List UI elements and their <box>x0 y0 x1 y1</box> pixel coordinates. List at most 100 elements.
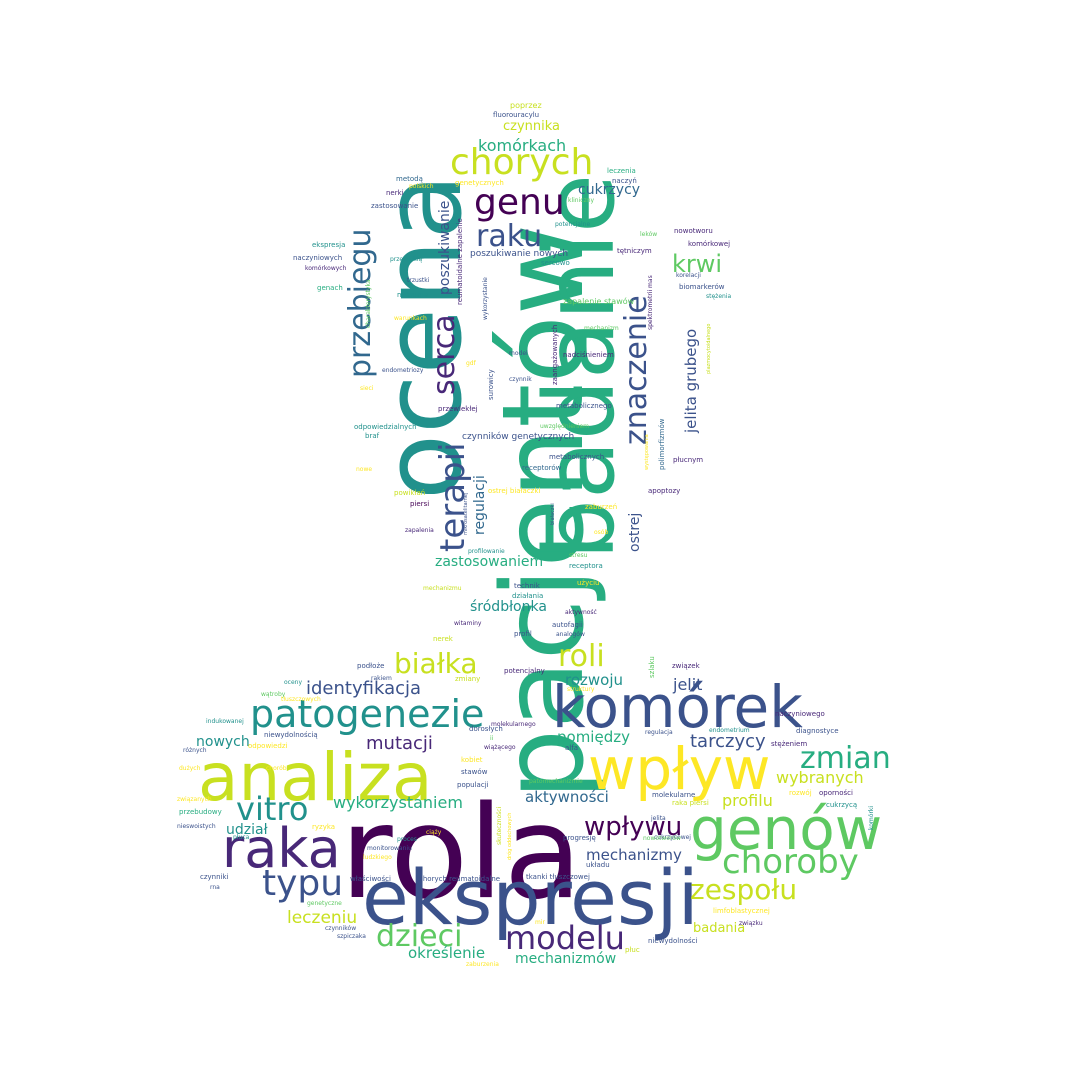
word-polimorfizmow: polimorfizmów <box>658 418 666 470</box>
word-apoptozy: apoptozy <box>648 487 681 495</box>
word-charakterystyka: charakterystyka <box>365 279 372 328</box>
word-potencjalne: potencjalne <box>555 221 591 228</box>
word-stezeniem: stężeniem <box>771 740 808 748</box>
word-krwi: krwi <box>672 250 723 278</box>
word-zastosowaniem: zastosowaniem <box>435 554 544 570</box>
word-biomarkerow: biomarkerów <box>679 283 725 291</box>
word-surowicy: surowicy <box>487 369 495 400</box>
word-raka-piersi: raka piersi <box>672 799 709 807</box>
word-lekow: leków <box>640 231 658 238</box>
word-stresu: stresu <box>569 552 588 559</box>
word-srodblonka: śródbłonka <box>470 599 547 615</box>
word-cukrzycowej: cukrzycowej <box>654 834 691 841</box>
word-czynnik: czynnik <box>509 376 532 383</box>
word-chorych: chorych <box>450 142 594 183</box>
word-poszukiwanie-nowych: poszukiwanie nowych <box>470 249 569 259</box>
word-chorob: chorób <box>266 765 287 772</box>
word-analogow: analogów <box>556 631 585 638</box>
word-okreslenie: określenie <box>408 944 486 962</box>
word-niewydolnoscia: niewydolnością <box>264 731 318 739</box>
word-komorkach: komórkach <box>478 136 567 155</box>
word-trzustki: trzustki <box>407 277 430 284</box>
word-profil: profil <box>514 630 532 638</box>
word-mikrosatelitarnej: mikrosatelitarnej <box>463 492 469 535</box>
word-opornosci: oporności <box>819 789 853 797</box>
word-udzial: udział <box>226 822 268 838</box>
word-nowe: nowe <box>356 466 373 473</box>
word-pluc: płuc <box>625 946 640 954</box>
word-szlaku: szlaku <box>648 656 656 678</box>
word-nowotworu: nowotworu <box>674 227 713 235</box>
word-przebudowy: przebudowy <box>179 808 222 816</box>
word-zmiany: zmiany <box>455 675 481 683</box>
word-molekularnego: molekularnego <box>491 721 536 728</box>
word-pluca: płuca <box>233 834 250 841</box>
word-tluszczowych: tłuszczowych <box>281 696 321 703</box>
word-reumatoidalne-zapalenie: reumatoidalne zapalenie <box>456 218 464 305</box>
word-watroby: wątroby <box>261 691 286 698</box>
word-dzieci: dzieci <box>376 919 463 954</box>
word-mir: mir <box>535 919 545 926</box>
word-drog-oddechowych: dróg oddechowych <box>507 812 513 860</box>
word-proces: proces <box>397 836 417 843</box>
word-polskich: polskich <box>409 183 434 190</box>
word-komorek: komórek <box>552 673 803 741</box>
word-duzych: dużych <box>179 765 201 772</box>
word-nowotworow: nowotworów <box>643 835 681 842</box>
word-genach: genach <box>317 284 343 292</box>
word-zespolu: zespołu <box>690 873 798 906</box>
word-ostrej-bialaczki: ostrej białaczki <box>488 487 541 495</box>
word-typu: typu <box>262 863 344 904</box>
word-ludzkiego: ludzkiego <box>363 854 392 861</box>
word-ekspresja: ekspresja <box>312 241 346 249</box>
word-endometriozy: endometriozy <box>382 367 424 374</box>
word-identyfikacja: identyfikacja <box>306 678 422 699</box>
word-przewlekla: przewlekłą <box>390 256 423 263</box>
word-spektrometrii-mas: spektrometrii mas <box>647 275 654 330</box>
word-molekularne: molekularne <box>652 791 696 799</box>
word-profilowanie: profilowanie <box>468 548 505 555</box>
word-czynnika: czynnika <box>503 119 561 134</box>
word-mechanizmu: mechanizmu <box>423 585 462 592</box>
word-wystepowania: występowania <box>644 434 650 470</box>
word-wykorzystaniem: wykorzystaniem <box>333 793 463 812</box>
word-rozwoj: rozwój <box>789 789 812 797</box>
word-odpowiedzi: odpowiedzi <box>248 742 288 750</box>
word-ciazy: ciąży <box>426 829 442 836</box>
word-indukowanej: indukowanej <box>206 718 244 725</box>
word-zapalenia: zapalenia <box>405 527 434 534</box>
word-regulacja: regulacja <box>645 729 673 736</box>
word-ostrej: ostrej <box>627 512 643 552</box>
word-uzyciu: użyciu <box>577 579 600 587</box>
word-technik: technik <box>514 582 540 590</box>
word-nerek: nerek <box>433 635 453 643</box>
word-rakiem: rakiem <box>371 675 392 682</box>
word-zapalenie-stawow: zapalenie stawów <box>563 297 635 306</box>
word-bialka: białka <box>394 647 478 680</box>
word-populacji: populacji <box>457 781 489 789</box>
word-leczenia: leczenia <box>607 167 636 175</box>
word-komorkowych: komórkowych <box>305 265 347 272</box>
word-nowych: nowych <box>196 734 250 750</box>
word-profilu: profilu <box>722 791 773 810</box>
word-gdf: gdf <box>466 360 476 367</box>
word-skutecznosci: skuteczności <box>496 806 503 845</box>
word-potencjalny: potencjalny <box>504 667 545 675</box>
word-cukrzycy: cukrzycy <box>578 182 641 198</box>
word-fluorouracylu: fluorouracylu <box>493 111 540 119</box>
word-tetniczym: tętniczym <box>617 247 652 255</box>
word-modelu: modelu <box>505 919 625 957</box>
word-komorki: komórki <box>868 805 875 830</box>
word-stezenia: stężenia <box>706 293 732 300</box>
word-wykorzystanie: wykorzystanie <box>482 277 489 320</box>
word-regulacji: regulacji <box>472 475 488 535</box>
word-powiklan: powikłań <box>394 489 426 497</box>
word-limfoblastycznej: limfoblastycznej <box>713 907 770 915</box>
word-rna: rna <box>210 884 220 891</box>
word-uwzglednieniem: uwzględnieniem <box>540 423 590 430</box>
word-rozwoju: rozwoju <box>565 671 624 689</box>
word-serca: serca <box>427 314 462 395</box>
word-vitro: vitro <box>236 790 309 828</box>
word-struktury: struktury <box>567 686 595 693</box>
word-plucnym: płucnym <box>673 456 704 464</box>
